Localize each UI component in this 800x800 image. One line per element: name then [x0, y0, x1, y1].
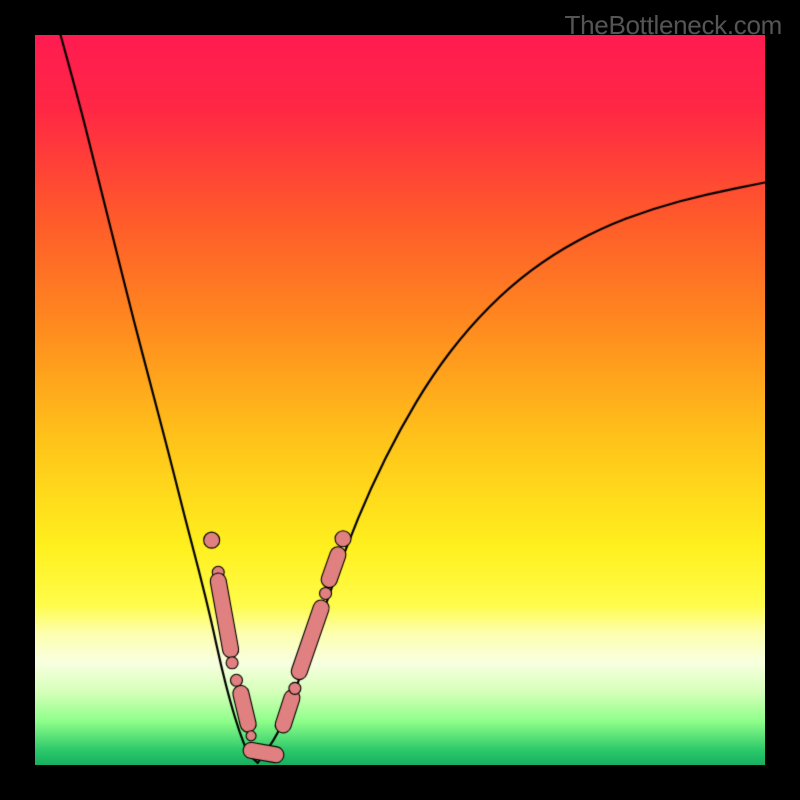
chart-stage: TheBottleneck.com [0, 0, 800, 800]
plot-canvas [35, 35, 765, 765]
watermark-text: TheBottleneck.com [565, 10, 782, 41]
plot-area [35, 35, 765, 765]
